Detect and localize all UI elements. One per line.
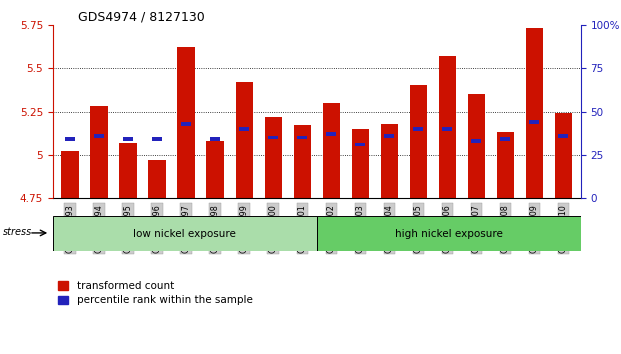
Bar [148, 160, 166, 198]
Bar [322, 103, 340, 198]
Bar [268, 136, 278, 139]
Bar [211, 137, 220, 141]
Bar [497, 132, 514, 198]
FancyBboxPatch shape [317, 216, 581, 251]
Text: GDS4974 / 8127130: GDS4974 / 8127130 [78, 11, 204, 24]
Bar [442, 127, 452, 131]
Bar [525, 28, 543, 198]
Bar [558, 134, 568, 138]
Bar [414, 127, 423, 131]
Bar [294, 125, 311, 198]
Bar [119, 143, 137, 198]
Bar [409, 85, 427, 198]
Bar [124, 137, 133, 141]
Bar [65, 137, 75, 141]
Bar [240, 127, 249, 131]
Bar [384, 134, 394, 138]
Bar [327, 132, 336, 136]
Bar [555, 113, 572, 198]
Bar [381, 124, 398, 198]
Text: high nickel exposure: high nickel exposure [395, 229, 502, 239]
Bar [471, 139, 481, 143]
Text: stress: stress [3, 227, 32, 237]
Bar [152, 137, 162, 141]
Bar [355, 143, 365, 146]
Legend: transformed count, percentile rank within the sample: transformed count, percentile rank withi… [58, 281, 253, 306]
Bar [351, 129, 369, 198]
Bar [235, 82, 253, 198]
Bar [207, 141, 224, 198]
Bar [181, 122, 191, 126]
Bar [530, 120, 539, 124]
Bar [265, 117, 282, 198]
Bar [178, 47, 195, 198]
Bar [94, 134, 104, 138]
Bar [297, 136, 307, 139]
Bar [61, 152, 79, 198]
Text: low nickel exposure: low nickel exposure [134, 229, 236, 239]
Bar [501, 137, 510, 141]
Bar [91, 106, 108, 198]
FancyBboxPatch shape [53, 216, 317, 251]
Bar [468, 94, 485, 198]
Bar [438, 56, 456, 198]
